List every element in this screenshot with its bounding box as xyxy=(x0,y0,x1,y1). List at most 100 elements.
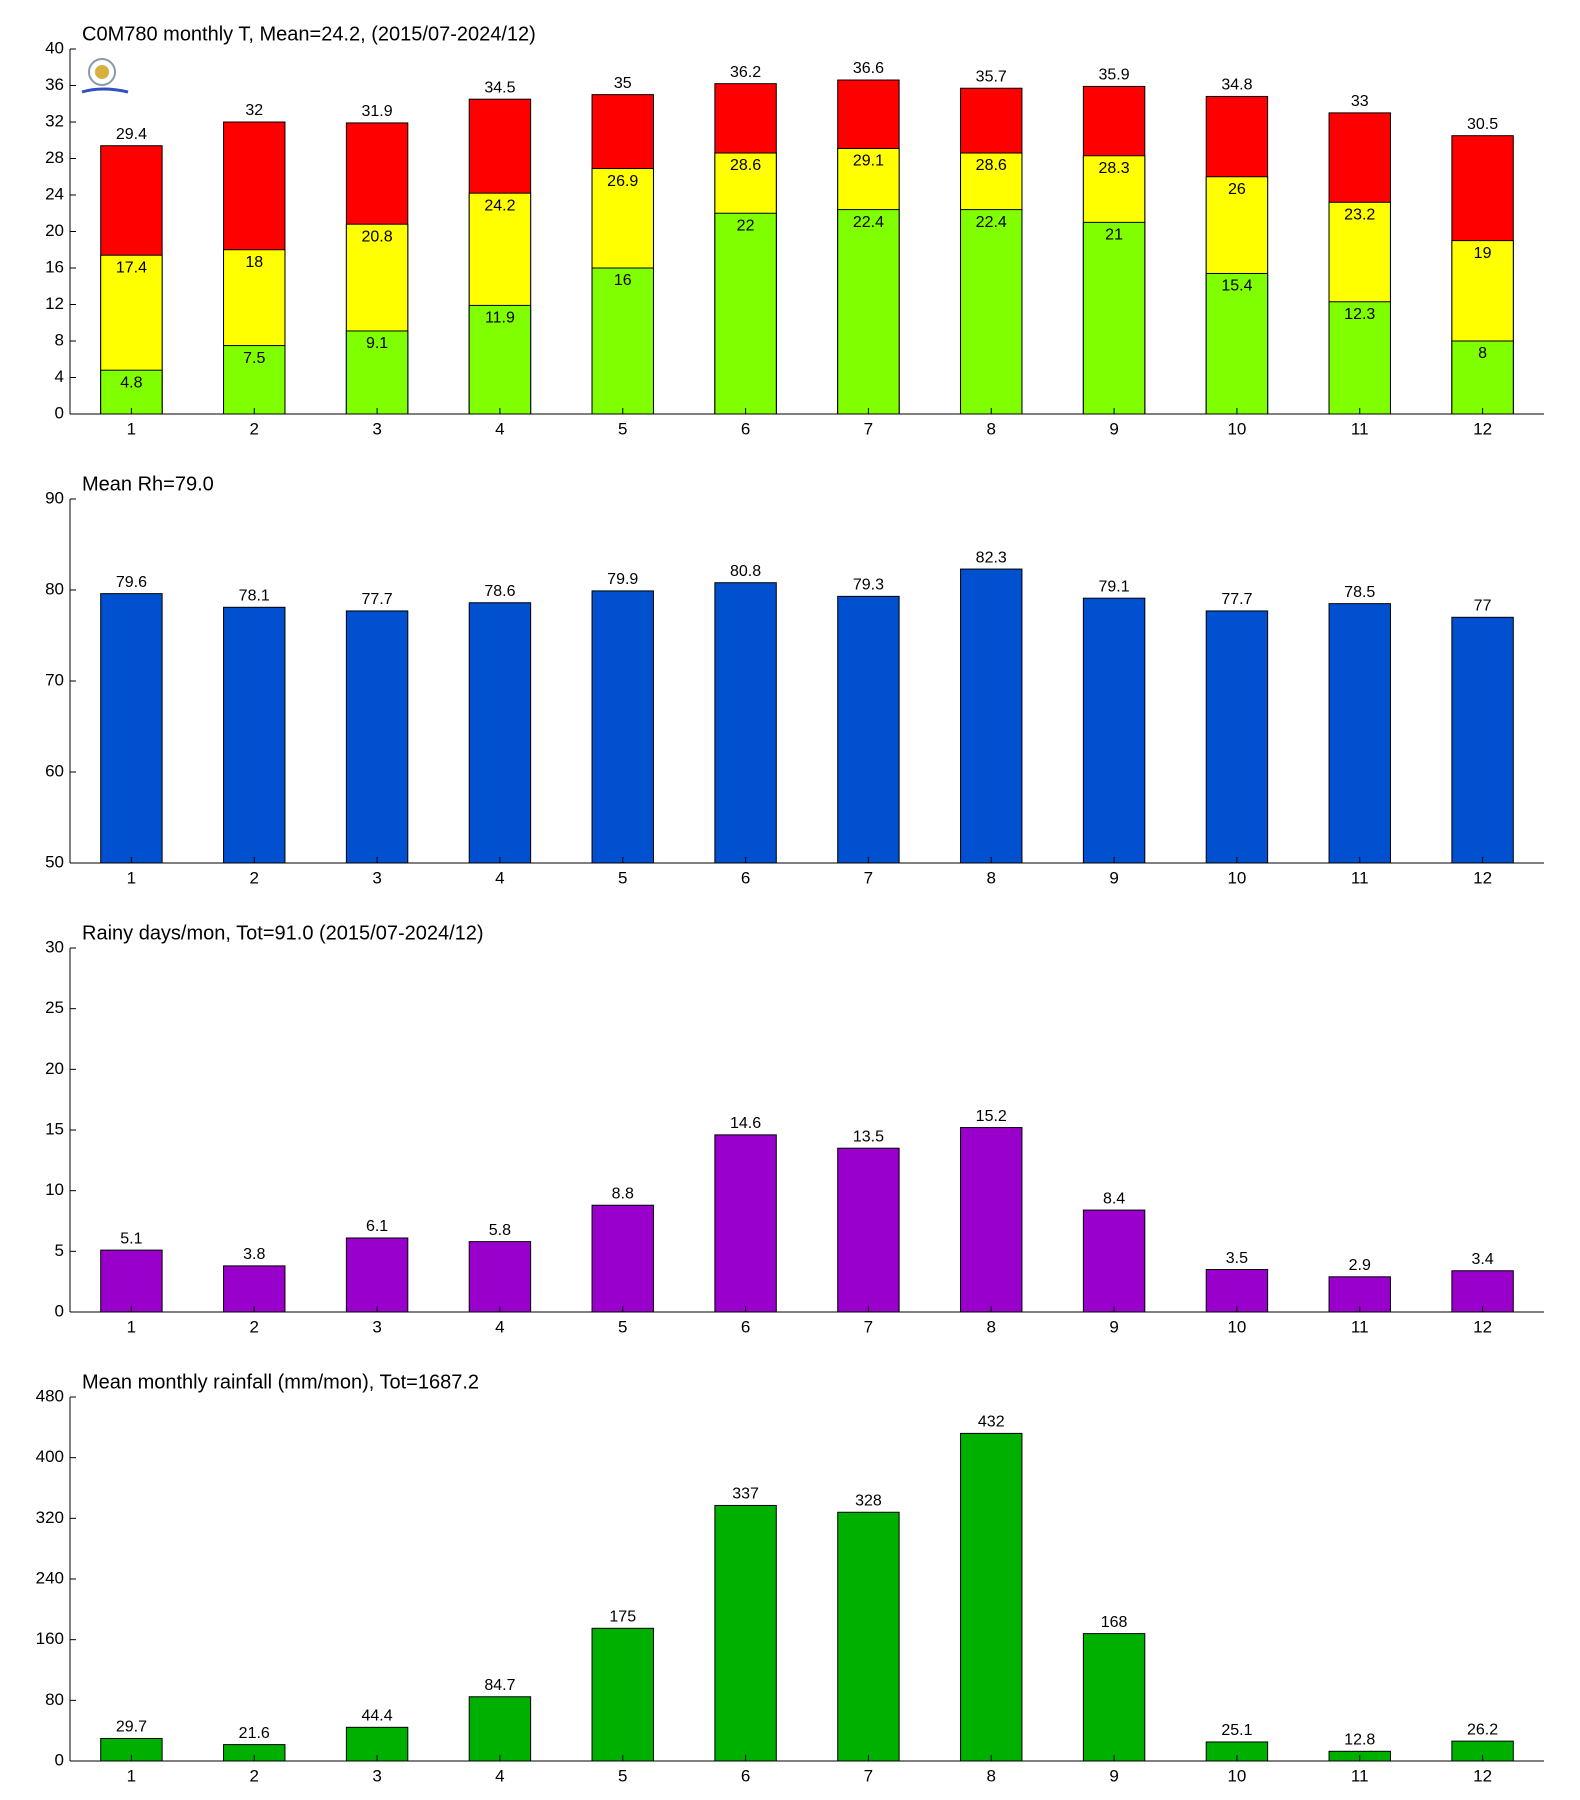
x-tick-label: 5 xyxy=(618,1317,627,1336)
y-tick-label: 0 xyxy=(55,1750,64,1769)
value-label: 19 xyxy=(1474,245,1492,262)
bar xyxy=(1205,610,1269,864)
value-label: 29.1 xyxy=(853,153,884,170)
x-tick-label: 10 xyxy=(1227,419,1246,438)
bar xyxy=(837,209,900,415)
x-tick-label: 3 xyxy=(372,868,381,887)
value-label: 18 xyxy=(245,254,263,271)
y-tick-label: 160 xyxy=(36,1629,64,1648)
value-label: 32 xyxy=(245,102,263,119)
y-tick-label: 25 xyxy=(45,998,64,1017)
value-label: 14.6 xyxy=(730,1115,761,1132)
value-label: 4.8 xyxy=(120,374,142,391)
y-tick-label: 240 xyxy=(36,1568,64,1587)
value-label: 13.5 xyxy=(853,1128,884,1145)
value-label: 78.5 xyxy=(1344,584,1375,601)
x-tick-label: 5 xyxy=(618,419,627,438)
y-tick-label: 28 xyxy=(45,148,64,167)
value-label: 16 xyxy=(614,272,632,289)
value-label: 8.4 xyxy=(1103,1190,1125,1207)
x-tick-label: 3 xyxy=(372,1766,381,1785)
value-label: 175 xyxy=(609,1609,636,1626)
value-label: 36.6 xyxy=(853,60,884,77)
bar xyxy=(1082,1209,1146,1313)
y-tick-label: 70 xyxy=(45,670,64,689)
value-label: 9.1 xyxy=(366,335,388,352)
value-label: 20.8 xyxy=(362,228,393,245)
y-tick-label: 4 xyxy=(55,367,64,386)
bar xyxy=(1451,616,1514,864)
bar xyxy=(100,593,163,864)
x-tick-label: 12 xyxy=(1473,419,1492,438)
bar xyxy=(345,1237,409,1313)
bar xyxy=(714,1134,777,1313)
value-label: 82.3 xyxy=(976,549,1007,566)
value-label: 25.1 xyxy=(1221,1722,1252,1739)
value-label: 26.9 xyxy=(607,173,638,190)
y-tick-label: 20 xyxy=(45,221,64,240)
bar xyxy=(960,1127,1023,1313)
y-tick-label: 60 xyxy=(45,761,64,780)
x-tick-label: 2 xyxy=(250,868,259,887)
value-label: 30.5 xyxy=(1467,116,1498,133)
x-tick-label: 4 xyxy=(495,868,504,887)
value-label: 7.5 xyxy=(243,350,265,367)
x-tick-label: 1 xyxy=(127,868,136,887)
value-label: 77 xyxy=(1474,598,1492,615)
bar xyxy=(1082,1633,1146,1762)
bar xyxy=(714,1504,777,1762)
value-label: 28.6 xyxy=(730,157,761,174)
x-tick-label: 8 xyxy=(987,1317,996,1336)
bar xyxy=(1205,272,1269,415)
value-label: 80.8 xyxy=(730,563,761,580)
x-tick-label: 7 xyxy=(864,1766,873,1785)
value-label: 44.4 xyxy=(362,1708,393,1725)
value-label: 35 xyxy=(614,75,632,92)
x-tick-label: 7 xyxy=(864,419,873,438)
y-tick-label: 36 xyxy=(45,75,64,94)
value-label: 168 xyxy=(1101,1614,1128,1631)
x-tick-label: 2 xyxy=(250,1766,259,1785)
value-label: 28.6 xyxy=(976,157,1007,174)
y-tick-label: 20 xyxy=(45,1059,64,1078)
bar xyxy=(591,1204,654,1313)
value-label: 23.2 xyxy=(1344,207,1375,224)
y-tick-label: 40 xyxy=(45,38,64,57)
bar xyxy=(100,1249,163,1313)
bar xyxy=(223,1265,286,1313)
value-label: 35.7 xyxy=(976,68,1007,85)
value-label: 34.5 xyxy=(484,79,515,96)
value-label: 3.8 xyxy=(243,1246,265,1263)
x-tick-label: 2 xyxy=(250,419,259,438)
x-tick-label: 9 xyxy=(1109,1317,1118,1336)
value-label: 79.1 xyxy=(1099,578,1130,595)
bar xyxy=(345,330,409,415)
y-tick-label: 15 xyxy=(45,1119,64,1138)
value-label: 29.7 xyxy=(116,1719,147,1736)
value-label: 33 xyxy=(1351,93,1369,110)
bar xyxy=(1082,221,1146,415)
bar xyxy=(591,590,654,864)
bar xyxy=(1328,301,1391,415)
y-tick-label: 10 xyxy=(45,1180,64,1199)
value-label: 2.9 xyxy=(1349,1257,1371,1274)
x-tick-label: 6 xyxy=(741,419,750,438)
bar xyxy=(100,369,163,415)
bar xyxy=(1328,603,1391,864)
value-label: 79.9 xyxy=(607,571,638,588)
value-label: 328 xyxy=(855,1492,882,1509)
value-label: 35.9 xyxy=(1099,67,1130,84)
x-tick-label: 8 xyxy=(987,419,996,438)
value-label: 29.4 xyxy=(116,126,147,143)
value-label: 26.2 xyxy=(1467,1721,1498,1738)
x-tick-label: 5 xyxy=(618,868,627,887)
value-label: 337 xyxy=(732,1486,759,1503)
x-tick-label: 3 xyxy=(372,419,381,438)
y-tick-label: 90 xyxy=(45,488,64,507)
x-tick-label: 6 xyxy=(741,1317,750,1336)
value-label: 77.7 xyxy=(1221,591,1252,608)
y-tick-label: 50 xyxy=(45,852,64,871)
y-tick-label: 0 xyxy=(55,403,64,422)
bar xyxy=(1451,340,1514,415)
